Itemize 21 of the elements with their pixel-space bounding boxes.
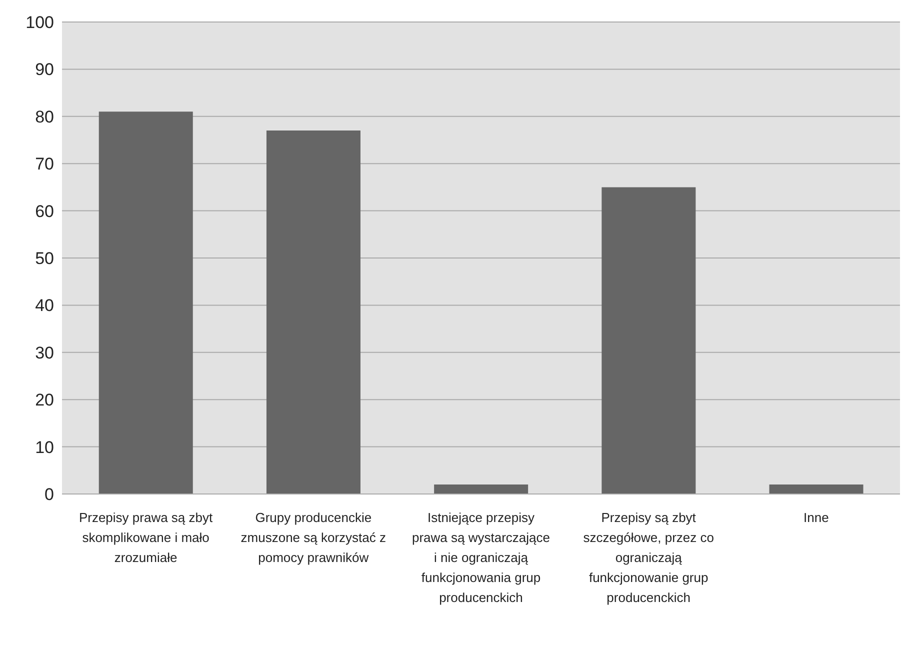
y-tick-label: 40 (35, 296, 54, 316)
y-tick-label: 80 (35, 107, 54, 126)
y-tick-label: 50 (35, 249, 54, 268)
bar (769, 484, 864, 494)
bar (266, 130, 360, 494)
y-tick-label: 30 (35, 343, 54, 362)
x-tick-label: Grupy producenckie zmuszone są korzystać z pomocy prawników (240, 510, 386, 565)
y-tick-label: 20 (35, 390, 54, 410)
y-tick-label: 10 (35, 438, 54, 457)
x-tick-label: Inne (804, 510, 829, 525)
bar (434, 484, 528, 494)
x-tick-label: Przepisy są zbyt szczegółowe, przez co ograniczają funkcjonowanie grup producenckich (583, 510, 714, 605)
y-tick-label: 0 (44, 485, 54, 504)
y-tick-label: 100 (26, 13, 54, 32)
x-tick-label: Istniejące przepisy prawa są wystarczające i nie ograniczają funkcjonowania grup producenckich (412, 510, 550, 605)
y-tick-label: 60 (35, 202, 54, 221)
bar (98, 112, 193, 494)
y-tick-label: 70 (35, 154, 54, 174)
y-tick-label: 90 (35, 60, 54, 80)
bar (602, 187, 696, 494)
x-tick-label: Przepisy prawa są zbyt skomplikowane i mało zrozumiałe (78, 510, 214, 565)
